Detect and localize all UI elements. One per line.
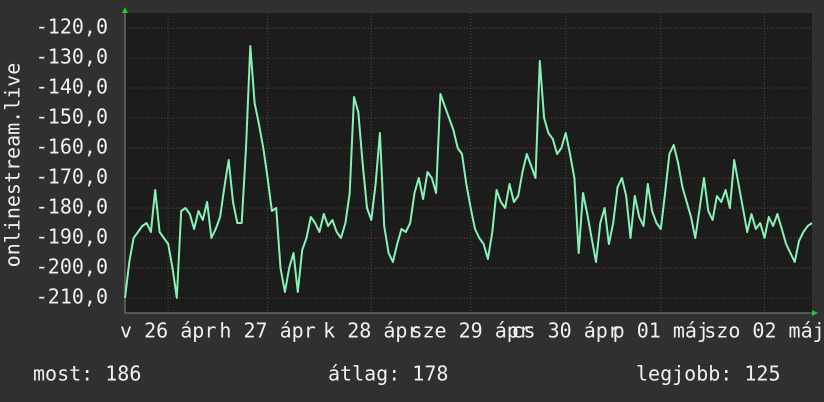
x-tick-label: sze 29 ápr bbox=[410, 319, 530, 343]
y-tick-label: -140,0 bbox=[36, 75, 108, 99]
footer-average: átlag: 178 bbox=[328, 362, 448, 386]
y-arrow bbox=[122, 7, 128, 13]
y-tick-label: -120,0 bbox=[36, 15, 108, 39]
x-tick-label: v 26 ápr bbox=[120, 319, 216, 343]
footer-best: legjobb: 125 bbox=[636, 362, 781, 386]
footer-current: most: 186 bbox=[33, 362, 141, 386]
y-tick-label: -210,0 bbox=[36, 285, 108, 309]
y-tick-label: -190,0 bbox=[36, 225, 108, 249]
x-arrow bbox=[812, 310, 818, 316]
y-tick-label: -160,0 bbox=[36, 135, 108, 159]
plot-area bbox=[125, 13, 812, 313]
x-tick-label: p 01 máj bbox=[613, 319, 709, 343]
x-tick-label: szo 02 máj bbox=[704, 319, 824, 343]
x-tick-label: k 28 ápr bbox=[323, 319, 419, 343]
y-tick-label: -180,0 bbox=[36, 195, 108, 219]
data-line bbox=[124, 45, 813, 299]
x-tick-label: h 27 ápr bbox=[219, 319, 315, 343]
y-tick-label: -130,0 bbox=[36, 45, 108, 69]
x-tick-label: cs 30 ápr bbox=[512, 319, 620, 343]
y-tick-label: -200,0 bbox=[36, 255, 108, 279]
y-tick-label: -170,0 bbox=[36, 165, 108, 189]
y-tick-label: -150,0 bbox=[36, 105, 108, 129]
y-axis-title: onlinestream.live bbox=[1, 63, 25, 268]
